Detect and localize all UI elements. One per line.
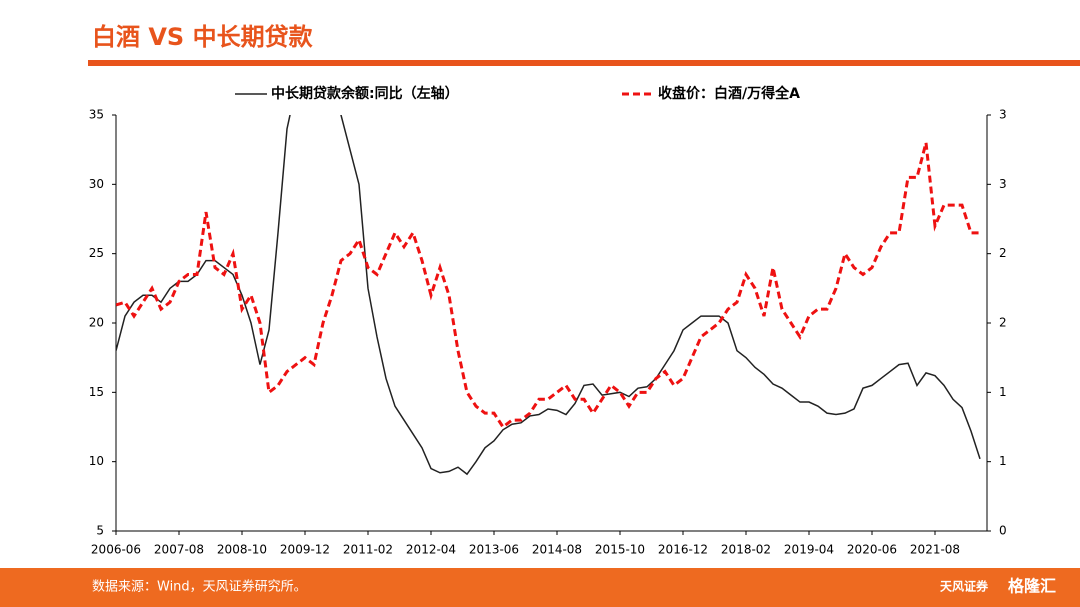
x-tick-label: 2018-02 [721, 543, 771, 557]
x-tick-label: 2012-04 [406, 543, 456, 557]
y2-tick-label: 3 [999, 108, 1007, 122]
series-line [116, 142, 980, 430]
x-tick-label: 2013-06 [469, 543, 519, 557]
y-tick-label: 30 [89, 177, 104, 191]
x-tick-label: 2014-08 [532, 543, 582, 557]
y-tick-label: 5 [96, 524, 104, 538]
y-tick-label: 25 [89, 246, 104, 260]
y2-tick-label: 1 [999, 454, 1007, 468]
legend-label: 中长期贷款余额:同比（左轴） [271, 85, 459, 102]
source-note: 数据来源：Wind，天风证券研究所。 [92, 579, 307, 595]
footer-band [0, 568, 1080, 607]
legend-label: 收盘价：白酒/万得全A [658, 85, 800, 102]
y2-tick-label: 2 [999, 246, 1007, 260]
y2-tick-label: 3 [999, 177, 1007, 191]
x-tick-label: 2021-08 [910, 543, 960, 557]
y2-tick-label: 2 [999, 316, 1007, 330]
y2-tick-label: 0 [999, 524, 1007, 538]
plot-area [116, 115, 981, 476]
x-tick-label: 2007-08 [154, 543, 204, 557]
x-tick-label: 2011-02 [343, 543, 393, 557]
x-tick-label: 2008-10 [217, 543, 267, 557]
x-tick-label: 2009-12 [280, 543, 330, 557]
x-tick-label: 2006-06 [91, 543, 141, 557]
x-tick-label: 2020-06 [847, 543, 897, 557]
logo-left: 天风证券 [940, 579, 989, 594]
y-tick-label: 10 [89, 454, 104, 468]
y2-tick-label: 1 [999, 385, 1007, 399]
x-tick-label: 2016-12 [658, 543, 708, 557]
slide-title: 白酒 VS 中长期贷款 [92, 23, 314, 51]
y-tick-label: 35 [89, 108, 104, 122]
logo-right: 格隆汇 [1008, 577, 1056, 596]
x-tick-label: 2015-10 [595, 543, 645, 557]
x-tick-label: 2019-04 [784, 543, 834, 557]
y-tick-label: 15 [89, 385, 104, 399]
y-tick-label: 20 [89, 316, 104, 330]
series-line [116, 115, 981, 476]
title-rule [88, 60, 1080, 66]
